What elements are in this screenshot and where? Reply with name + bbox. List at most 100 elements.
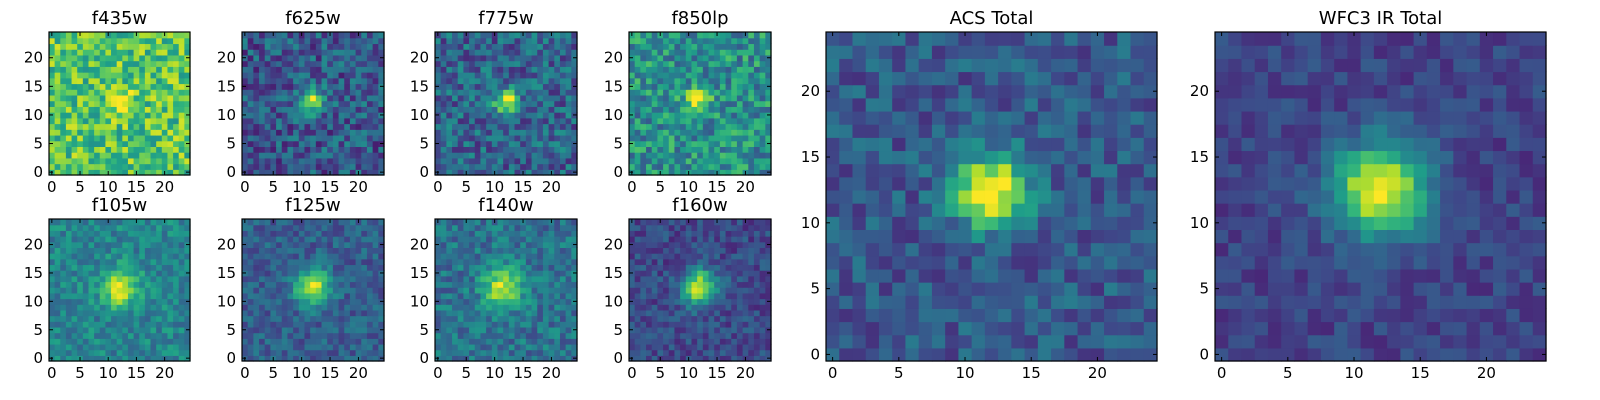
heatmap-cell bbox=[554, 100, 561, 107]
heatmap-cell bbox=[111, 134, 118, 142]
heatmap-cell bbox=[554, 146, 561, 153]
heatmap-cell bbox=[748, 32, 755, 39]
heatmap-cell bbox=[184, 253, 191, 260]
heatmap-cell bbox=[748, 77, 755, 85]
heatmap-cell bbox=[486, 275, 493, 283]
heatmap-cell bbox=[315, 343, 323, 351]
heatmap-cell bbox=[731, 112, 738, 119]
heatmap-cell bbox=[304, 94, 311, 102]
heatmap-cell bbox=[736, 169, 744, 176]
heatmap-cell bbox=[378, 224, 385, 231]
heatmap-cell bbox=[514, 304, 521, 311]
heatmap-cell bbox=[122, 241, 129, 248]
heatmap-cell bbox=[435, 152, 442, 159]
heatmap-cell bbox=[480, 241, 487, 248]
heatmap-cell bbox=[531, 157, 538, 165]
heatmap-cell bbox=[697, 117, 704, 125]
heatmap-cell bbox=[366, 349, 374, 356]
heatmap-cell bbox=[349, 343, 357, 351]
heatmap-cell bbox=[725, 287, 732, 294]
heatmap-cell bbox=[111, 230, 118, 237]
heatmap-cell bbox=[765, 37, 772, 45]
heatmap-cell bbox=[77, 43, 84, 50]
heatmap-cell bbox=[503, 281, 510, 288]
heatmap-cell bbox=[54, 66, 61, 73]
heatmap-cell bbox=[247, 224, 254, 231]
heatmap-cell bbox=[287, 236, 294, 243]
heatmap-cell bbox=[440, 146, 447, 153]
heatmap-cell bbox=[276, 89, 283, 96]
heatmap-cell bbox=[731, 37, 738, 45]
heatmap-cell bbox=[65, 309, 73, 317]
heatmap-cell bbox=[565, 129, 572, 136]
heatmap-cell bbox=[480, 77, 487, 85]
heatmap-cell bbox=[310, 163, 317, 170]
heatmap-cell bbox=[640, 89, 647, 96]
heatmap-cell bbox=[150, 298, 157, 305]
heatmap-cell bbox=[150, 117, 157, 125]
heatmap-cell bbox=[480, 60, 487, 67]
heatmap-cell bbox=[167, 264, 174, 271]
heatmap-cell bbox=[366, 247, 374, 254]
heatmap-cell bbox=[554, 66, 561, 73]
heatmap-cell bbox=[94, 332, 101, 339]
heatmap-cell bbox=[344, 332, 351, 339]
heatmap-cell bbox=[452, 355, 459, 362]
heatmap-cell bbox=[503, 304, 510, 311]
heatmap-cell bbox=[270, 292, 277, 300]
heatmap-cell bbox=[355, 224, 362, 231]
heatmap-cell bbox=[99, 343, 106, 351]
heatmap-cell bbox=[366, 54, 374, 62]
heatmap-cell bbox=[525, 89, 533, 96]
heatmap-cell bbox=[474, 241, 482, 248]
heatmap-cell bbox=[697, 94, 704, 102]
heatmap-cell bbox=[474, 253, 482, 260]
heatmap-cell bbox=[697, 169, 704, 176]
heatmap-cell bbox=[508, 152, 516, 159]
heatmap-cell bbox=[65, 338, 73, 345]
heatmap-cell bbox=[344, 140, 351, 147]
heatmap-cell bbox=[82, 43, 90, 50]
heatmap-cell bbox=[629, 106, 636, 113]
heatmap-cell bbox=[94, 152, 101, 159]
heatmap-cell bbox=[161, 43, 169, 50]
heatmap-cell bbox=[372, 134, 379, 142]
heatmap-cell bbox=[310, 275, 317, 283]
heatmap-cell bbox=[548, 270, 555, 277]
heatmap-cell bbox=[753, 332, 761, 339]
heatmap-cell bbox=[719, 275, 727, 283]
heatmap-cell bbox=[167, 224, 174, 231]
heatmap-cell bbox=[537, 66, 544, 73]
heatmap-cell bbox=[542, 230, 550, 237]
heatmap-cell bbox=[287, 43, 294, 50]
heatmap-cell bbox=[753, 54, 761, 62]
heatmap-cell bbox=[646, 315, 653, 322]
heatmap-cell bbox=[361, 281, 368, 288]
heatmap-cell bbox=[270, 338, 277, 345]
heatmap-cell bbox=[247, 163, 254, 170]
heatmap-cell bbox=[139, 287, 146, 294]
heatmap-cell bbox=[474, 236, 482, 243]
heatmap-cell bbox=[344, 83, 351, 90]
heatmap-cell bbox=[554, 241, 561, 248]
heatmap-cell bbox=[537, 60, 544, 67]
heatmap-cell bbox=[54, 315, 61, 322]
heatmap-cell bbox=[469, 332, 476, 339]
heatmap-cell bbox=[133, 304, 140, 311]
heatmap-cell bbox=[559, 343, 567, 351]
heatmap-cell bbox=[537, 275, 544, 283]
heatmap-cell bbox=[759, 54, 766, 62]
heatmap-cell bbox=[668, 140, 676, 147]
heatmap-cell bbox=[99, 281, 106, 288]
heatmap-cell bbox=[565, 343, 572, 351]
heatmap-cell bbox=[133, 241, 140, 248]
heatmap-cell bbox=[463, 60, 470, 67]
heatmap-cell bbox=[725, 321, 732, 328]
heatmap-cell bbox=[571, 343, 578, 351]
heatmap-cell bbox=[94, 163, 101, 170]
heatmap-cell bbox=[332, 106, 340, 113]
heatmap-cell bbox=[94, 83, 101, 90]
heatmap-cell bbox=[748, 106, 755, 113]
heatmap-cell bbox=[150, 270, 157, 277]
heatmap-cell bbox=[452, 236, 459, 243]
